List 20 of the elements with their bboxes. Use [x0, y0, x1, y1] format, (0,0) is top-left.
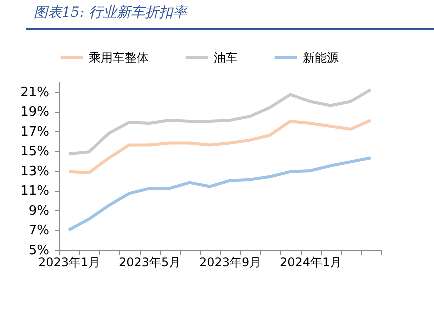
legend-label: 新能源 [303, 51, 339, 65]
x-tick-label: 2023年5月 [118, 256, 182, 270]
line-series [68, 88, 372, 156]
y-tick-label: 9% [28, 204, 50, 219]
line-series [68, 156, 372, 232]
y-tick-label: 7% [28, 224, 50, 239]
line-series [68, 119, 372, 174]
x-tick-label: 2023年1月 [38, 256, 101, 270]
x-tick-label: 2023年9月 [199, 256, 262, 270]
y-tick-label: 15% [20, 144, 50, 160]
y-tick-label: 17% [20, 124, 50, 140]
legend-label: 乘用车整体 [89, 51, 149, 65]
y-tick-label: 11% [20, 184, 50, 200]
y-tick-label: 21% [20, 85, 50, 100]
y-tick-label: 13% [20, 164, 50, 180]
y-tick-label: 19% [20, 105, 50, 120]
chart-title: 图表15: 行业新车折扣率 [34, 4, 187, 22]
legend-label: 油车 [214, 51, 238, 65]
y-tick-label: 5% [28, 244, 50, 258]
x-tick-label: 2024年1月 [280, 256, 342, 270]
